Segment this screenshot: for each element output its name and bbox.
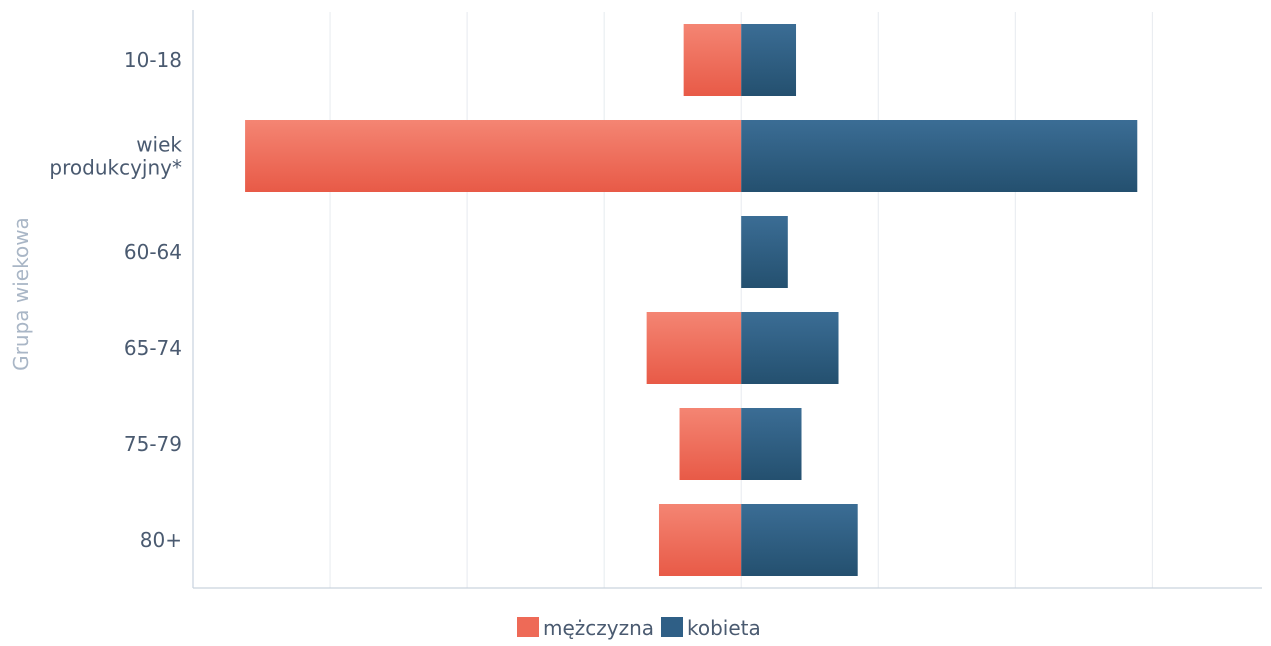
legend-swatch-female [661, 617, 683, 637]
bars-layer [245, 24, 1138, 576]
category-label: wiek produkcyjny* [49, 133, 182, 180]
category-label: 75-79 [124, 432, 182, 456]
bar-female[interactable] [741, 120, 1138, 192]
bar-female[interactable] [741, 312, 839, 384]
category-label: 10-18 [124, 48, 182, 72]
category-labels: 10-18 wiek produkcyjny* 60-64 65-74 75-79 80+ [49, 48, 182, 552]
bar-male[interactable] [683, 24, 742, 96]
bar-male[interactable] [658, 504, 742, 576]
bar-female[interactable] [741, 216, 788, 288]
category-label: 65-74 [124, 336, 182, 360]
bar-female[interactable] [741, 504, 858, 576]
bar-female[interactable] [741, 24, 797, 96]
grid-layer [329, 12, 1153, 588]
axis-layer [192, 10, 1262, 589]
legend-item-female[interactable]: kobieta [661, 616, 761, 640]
bar-male[interactable] [679, 408, 742, 480]
category-label: 80+ [140, 528, 182, 552]
legend-label-male: mężczyzna [543, 616, 654, 640]
bar-male[interactable] [646, 312, 742, 384]
y-axis-title: Grupa wiekowa [9, 217, 33, 371]
legend-item-male[interactable]: mężczyzna [517, 616, 654, 640]
legend[interactable]: mężczyzna kobieta [517, 616, 761, 640]
category-label: 60-64 [124, 240, 182, 264]
bar-female[interactable] [741, 408, 802, 480]
legend-label-female: kobieta [687, 616, 761, 640]
bar-male[interactable] [245, 120, 742, 192]
legend-swatch-male [517, 617, 539, 637]
